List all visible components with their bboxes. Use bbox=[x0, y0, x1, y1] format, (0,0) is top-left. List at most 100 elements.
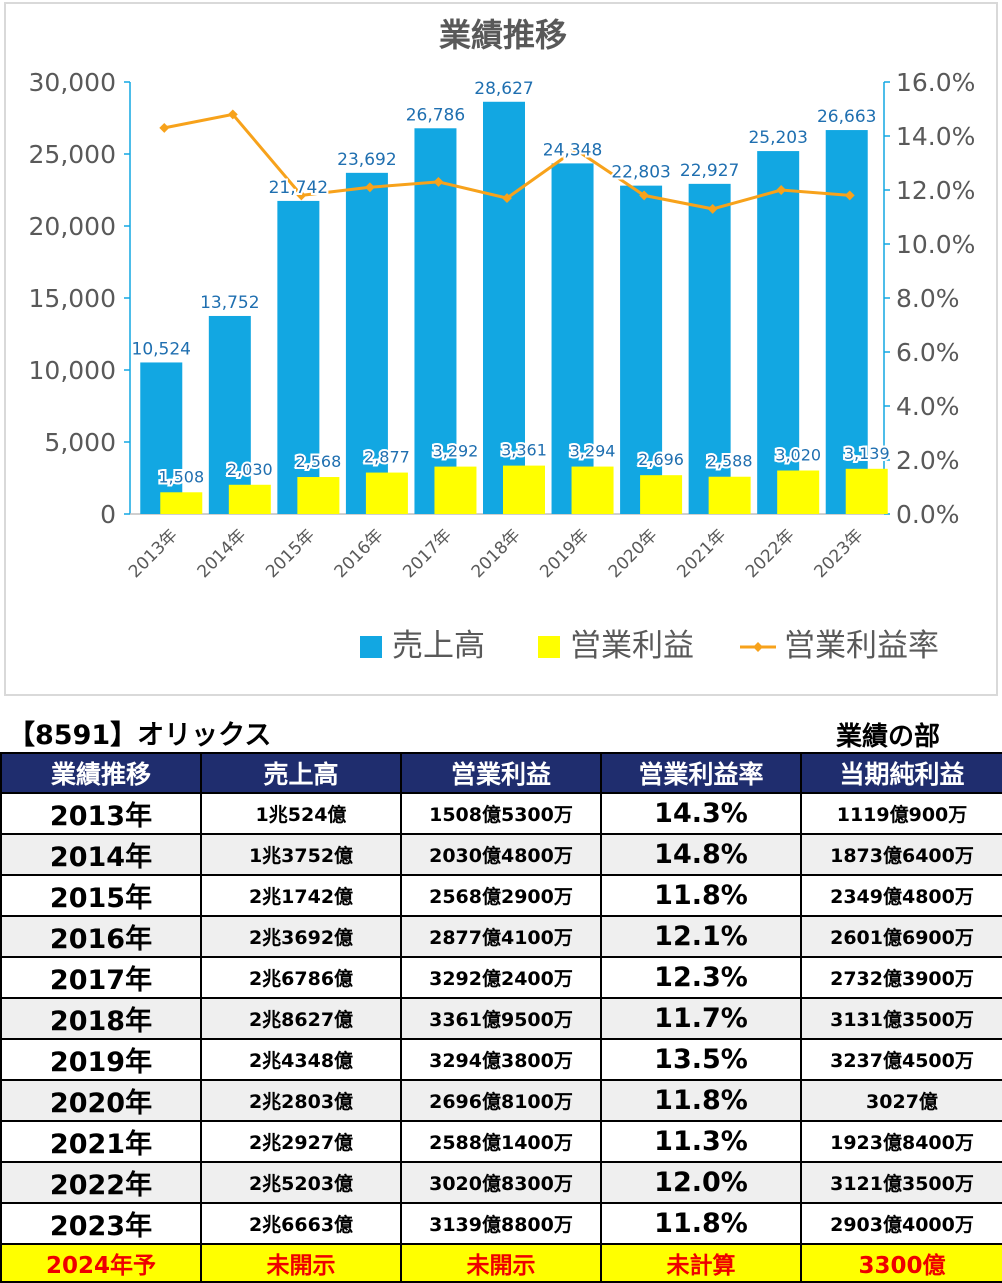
cell-forecast-net-income: 3300億 bbox=[800, 1243, 1002, 1283]
cell-net-income: 2601億6900万 bbox=[800, 915, 1002, 958]
cell-net-income: 2732億3900万 bbox=[800, 956, 1002, 999]
cell-operating-margin: 11.8% bbox=[600, 874, 802, 917]
cell-operating-profit: 1508億5300万 bbox=[400, 792, 602, 835]
sales-bar bbox=[277, 200, 320, 514]
cell-sales: 2兆4348億 bbox=[200, 1038, 402, 1081]
cell-sales: 1兆524億 bbox=[200, 792, 402, 835]
cell-year: 2016年 bbox=[0, 915, 202, 958]
legend-marker-operating-margin bbox=[753, 642, 763, 652]
cell-year: 2017年 bbox=[0, 956, 202, 999]
operating-profit-bar bbox=[640, 475, 683, 514]
operating-profit-bar bbox=[365, 472, 408, 514]
x-tick-label: 2017年 bbox=[399, 525, 456, 582]
sales-data-label: 23,692 bbox=[337, 150, 396, 170]
operating-profit-bar bbox=[571, 466, 614, 514]
cell-net-income: 1923億8400万 bbox=[800, 1120, 1002, 1163]
sales-bar bbox=[757, 151, 800, 515]
table-row: 2019年 2兆4348億 3294億3800万 13.5% 3237億4500… bbox=[0, 1038, 1002, 1081]
right-tick-label: 10.0% bbox=[896, 230, 975, 259]
cell-year: 2018年 bbox=[0, 997, 202, 1040]
x-tick-label: 2022年 bbox=[742, 525, 799, 582]
operating-profit-bar bbox=[228, 484, 271, 514]
right-tick-label: 0.0% bbox=[896, 500, 960, 529]
cell-operating-profit: 3292億2400万 bbox=[400, 956, 602, 999]
cell-sales: 1兆3752億 bbox=[200, 833, 402, 876]
x-tick-label: 2019年 bbox=[536, 525, 593, 582]
table-header-row: 業績推移 売上高 営業利益 営業利益率 当期純利益 bbox=[0, 752, 1002, 794]
x-tick-label: 2015年 bbox=[262, 525, 319, 582]
left-tick-label: 10,000 bbox=[29, 356, 116, 385]
x-tick-label: 2023年 bbox=[811, 525, 868, 582]
x-tick-label: 2013年 bbox=[125, 525, 182, 582]
operating-margin-point bbox=[776, 185, 787, 195]
table-row: 2020年 2兆2803億 2696億8100万 11.8% 3027億 bbox=[0, 1079, 1002, 1122]
sales-bar bbox=[551, 163, 594, 514]
sales-bar bbox=[208, 315, 251, 514]
right-tick-label: 8.0% bbox=[896, 284, 960, 313]
header-operating-profit: 営業利益 bbox=[400, 752, 602, 794]
operating-margin-point bbox=[570, 144, 581, 155]
operating-margin-point bbox=[364, 182, 375, 193]
legend-label-sales: 売上高 bbox=[392, 628, 485, 664]
cell-operating-profit: 2877億4100万 bbox=[400, 915, 602, 958]
left-tick-label: 20,000 bbox=[29, 212, 116, 241]
operating-profit-data-label: 3,292 bbox=[433, 442, 479, 461]
cell-operating-profit: 2696億8100万 bbox=[400, 1079, 602, 1122]
sales-bar bbox=[345, 172, 388, 514]
operating-profit-bar bbox=[297, 477, 340, 514]
table-row: 2017年 2兆6786億 3292億2400万 12.3% 2732億3900… bbox=[0, 956, 1002, 999]
legend-label-operating-margin: 営業利益率 bbox=[784, 628, 939, 664]
operating-margin-point bbox=[296, 190, 307, 201]
operating-margin-point bbox=[502, 193, 512, 204]
x-tick-label: 2018年 bbox=[468, 525, 525, 582]
header-sales: 売上高 bbox=[200, 752, 402, 794]
operating-profit-bar bbox=[434, 466, 477, 514]
operating-margin-point bbox=[707, 203, 718, 214]
table-row: 2023年 2兆6663億 3139億8800万 11.8% 2903億4000… bbox=[0, 1202, 1002, 1245]
cell-operating-margin: 12.3% bbox=[600, 956, 802, 999]
operating-margin-point bbox=[433, 176, 444, 187]
operating-profit-bar bbox=[845, 468, 888, 514]
cell-net-income: 3121億3500万 bbox=[800, 1161, 1002, 1204]
cell-year: 2013年 bbox=[0, 792, 202, 835]
sales-data-label: 28,627 bbox=[474, 79, 533, 99]
operating-profit-data-label: 1,508 bbox=[158, 467, 204, 486]
forecast-row: 2024年予 未開示 未開示 未計算 3300億 bbox=[0, 1243, 1002, 1283]
results-table: 業績推移 売上高 営業利益 営業利益率 当期純利益 2013年 1兆524億 1… bbox=[0, 752, 1002, 1283]
operating-profit-data-label: 2,877 bbox=[364, 448, 410, 467]
cell-operating-margin: 12.0% bbox=[600, 1161, 802, 1204]
operating-profit-data-label: 3,361 bbox=[501, 441, 547, 460]
cell-net-income: 3131億3500万 bbox=[800, 997, 1002, 1040]
cell-net-income: 3237億4500万 bbox=[800, 1038, 1002, 1081]
cell-sales: 2兆6786億 bbox=[200, 956, 402, 999]
legend-label-operating-profit: 営業利益 bbox=[570, 628, 694, 664]
header-operating-margin: 営業利益率 bbox=[600, 752, 802, 794]
sales-data-label: 10,524 bbox=[132, 339, 191, 359]
operating-profit-data-label: 2,030 bbox=[227, 460, 273, 479]
operating-profit-data-label: 2,568 bbox=[295, 452, 341, 471]
chart-panel: 業績推移 0 5,000 10,000 15,000 20,000 25,000 30,000… bbox=[4, 2, 998, 696]
sales-data-label: 13,752 bbox=[200, 293, 259, 313]
right-tick-label: 2.0% bbox=[896, 446, 960, 475]
cell-year: 2023年 bbox=[0, 1202, 202, 1245]
cell-forecast-sales: 未開示 bbox=[200, 1243, 402, 1283]
operating-profit-data-label: 2,696 bbox=[638, 450, 684, 469]
cell-sales: 2兆5203億 bbox=[200, 1161, 402, 1204]
cell-net-income: 2903億4000万 bbox=[800, 1202, 1002, 1245]
cell-year: 2022年 bbox=[0, 1161, 202, 1204]
operating-margin-point bbox=[844, 190, 855, 201]
cell-net-income: 1873億6400万 bbox=[800, 833, 1002, 876]
table-row: 2013年 1兆524億 1508億5300万 14.3% 1119億900万 bbox=[0, 792, 1002, 835]
cell-operating-profit: 2588億1400万 bbox=[400, 1120, 602, 1163]
cell-operating-margin: 14.8% bbox=[600, 833, 802, 876]
left-tick-label: 15,000 bbox=[29, 284, 116, 313]
operating-profit-bar bbox=[777, 470, 820, 514]
sales-data-label: 22,803 bbox=[611, 163, 670, 183]
operating-profit-data-label: 3,020 bbox=[775, 446, 821, 465]
cell-operating-margin: 14.3% bbox=[600, 792, 802, 835]
legend-swatch-operating-profit bbox=[538, 636, 560, 658]
cell-forecast-year: 2024年予 bbox=[0, 1243, 202, 1283]
performance-chart: 業績推移 0 5,000 10,000 15,000 20,000 25,000 30,000… bbox=[29, 16, 976, 664]
operating-margin-point bbox=[639, 190, 650, 201]
operating-profit-bar bbox=[503, 465, 545, 514]
